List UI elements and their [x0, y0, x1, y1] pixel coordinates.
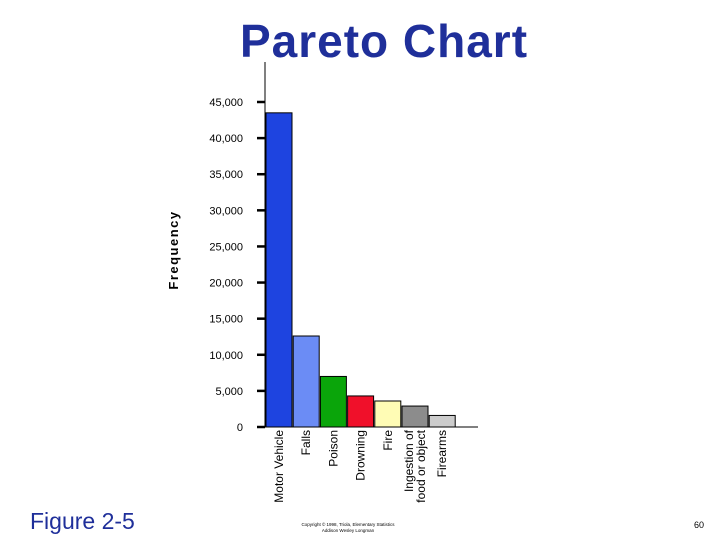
- copyright-line-2: Addison Wesley Longman: [321, 528, 375, 533]
- bar: [292, 335, 320, 428]
- bar: [319, 375, 347, 428]
- category-label: Firearms: [435, 430, 449, 477]
- category-label: Motor Vehicle: [272, 430, 286, 503]
- y-tick-label: 35,000: [209, 169, 243, 181]
- category-labels: Motor Vehicle Falls Poison Drowning Fire Inge…: [272, 429, 449, 502]
- y-tick-label: 25,000: [209, 241, 243, 253]
- bar: [374, 400, 402, 428]
- y-tick-label: 5,000: [215, 386, 243, 398]
- copyright-line-1: Copyright © 1998, Triola, Elementary Sta…: [301, 522, 395, 527]
- bars: [265, 112, 456, 428]
- y-tick-label: 15,000: [209, 314, 243, 326]
- y-tick-label: 20,000: [209, 278, 243, 290]
- category-label: Fire: [381, 430, 395, 451]
- y-tick-label: 10,000: [209, 350, 243, 362]
- bar: [401, 405, 429, 428]
- bar: [265, 112, 293, 428]
- figure-label: Figure 2-5: [30, 508, 135, 534]
- category-label: Drowning: [354, 430, 368, 481]
- y-tick-label: 40,000: [209, 133, 243, 145]
- bar: [428, 414, 456, 428]
- y-tick-label: 30,000: [209, 205, 243, 217]
- page-number: 60: [694, 520, 705, 530]
- y-axis-label: Frequency: [166, 210, 181, 289]
- chart-title: Pareto Chart: [239, 15, 529, 67]
- y-axis: 0 5,000 10,000 15,000 20,000 25,000 30,000 35,0…: [209, 62, 478, 434]
- category-label: Ingestion offood or object: [402, 429, 428, 502]
- category-label: Poison: [326, 430, 340, 467]
- category-label: Falls: [299, 430, 313, 455]
- y-tick-label: 0: [237, 422, 243, 434]
- bar: [347, 395, 375, 428]
- y-tick-label: 45,000: [209, 97, 243, 109]
- copyright-note: Copyright © 1998, Triola, Elementary Sta…: [282, 522, 414, 534]
